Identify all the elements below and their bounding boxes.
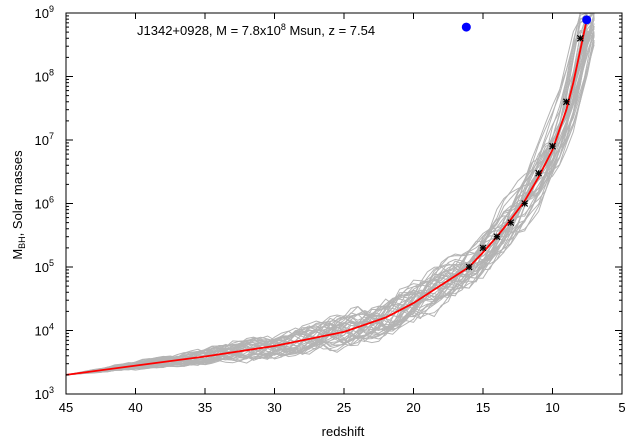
x-tick-label: 5 — [618, 400, 625, 415]
star-marker — [549, 142, 556, 150]
marker-group — [465, 34, 584, 271]
star-marker — [576, 34, 584, 42]
merger-tree-line — [65, 40, 595, 376]
annotation-suffix: Msun, z = 7.54 — [286, 23, 375, 38]
y-axis-label-subscript: BH — [17, 236, 27, 249]
y-axis-ticks: 103 104 105 106 107 108 109 — [35, 4, 622, 402]
blue-data-point — [582, 15, 592, 25]
x-tick-label: 40 — [128, 400, 142, 415]
x-axis-ticks: 45 40 35 30 25 20 15 10 5 — [59, 13, 626, 415]
x-axis-label: redshift — [322, 424, 365, 439]
merger-tree-line — [65, 42, 595, 376]
y-tick-label: 109 — [35, 4, 54, 21]
x-tick-label: 20 — [406, 400, 420, 415]
y-tick-label: 105 — [35, 258, 54, 275]
fit-curve — [65, 19, 588, 376]
blue-data-point — [461, 22, 471, 32]
star-marker — [535, 169, 543, 177]
fit-curve-group — [65, 19, 588, 376]
x-tick-label: 10 — [545, 400, 559, 415]
object-annotation: J1342+0928, M = 7.8x108 Msun, z = 7.54 — [137, 22, 375, 38]
y-axis-label: MBH, Solar masses — [10, 150, 27, 260]
annotation-exponent: 8 — [281, 22, 286, 32]
y-axis-label-main: M — [10, 249, 25, 260]
y-tick-label: 106 — [35, 195, 54, 212]
x-tick-label: 45 — [59, 400, 73, 415]
star-marker — [479, 244, 487, 252]
y-tick-label: 107 — [35, 131, 54, 148]
y-axis-label-rest: , Solar masses — [10, 150, 25, 236]
annotation-prefix: J1342+0928, M = 7.8x10 — [137, 23, 281, 38]
y-tick-label: 104 — [35, 322, 54, 339]
star-marker — [562, 98, 570, 106]
x-tick-label: 15 — [476, 400, 490, 415]
star-marker — [521, 200, 529, 207]
merger-tree-line — [65, 12, 595, 376]
x-tick-label: 25 — [337, 400, 351, 415]
star-marker — [507, 219, 515, 227]
x-tick-label: 30 — [267, 400, 281, 415]
x-tick-label: 35 — [198, 400, 212, 415]
y-tick-label: 108 — [35, 68, 54, 85]
merger-tree-lines — [65, 12, 595, 376]
merger-tree-line — [65, 18, 595, 376]
star-marker — [465, 263, 473, 271]
star-marker — [493, 233, 501, 241]
blue-points-group — [461, 15, 592, 32]
y-tick-label: 103 — [35, 385, 54, 402]
